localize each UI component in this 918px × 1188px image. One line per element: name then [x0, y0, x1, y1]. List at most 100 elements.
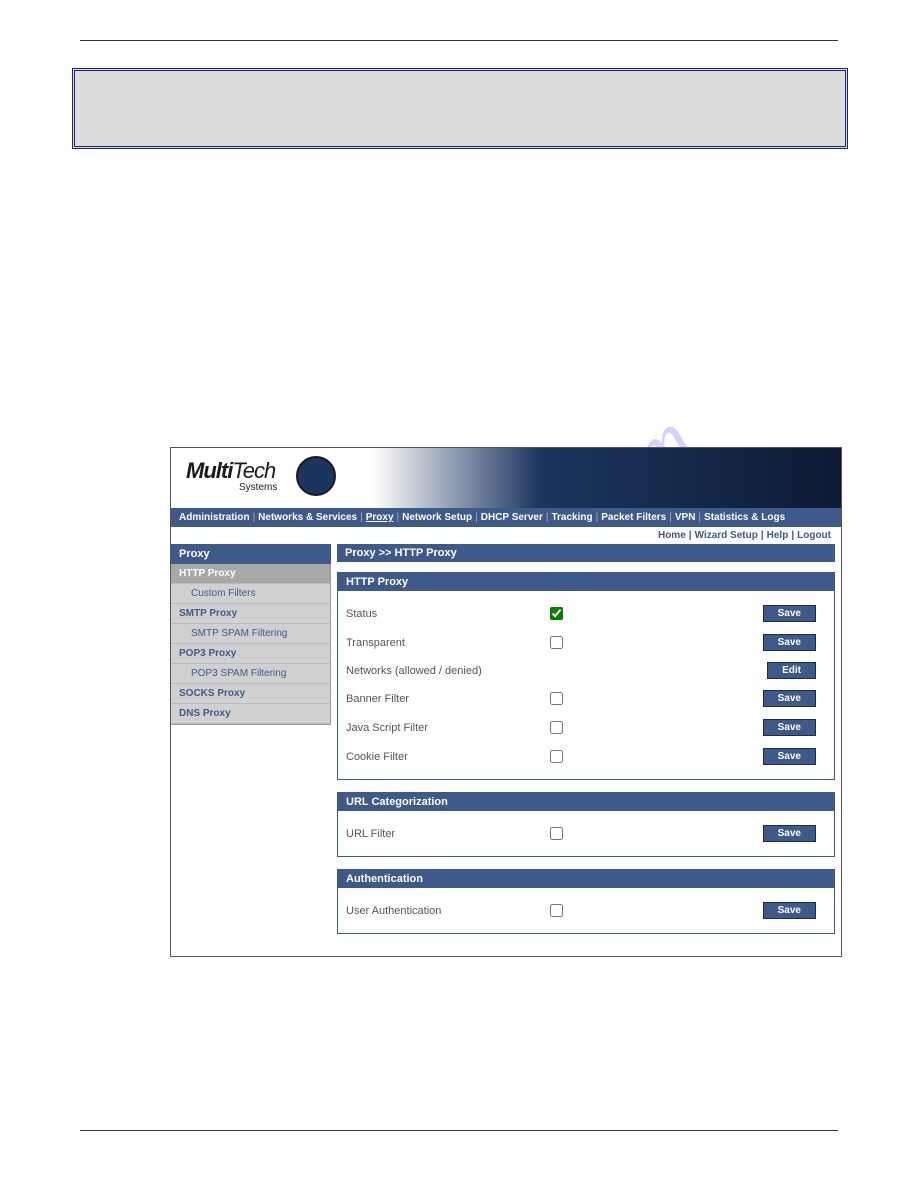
setting-row: URL Filter Save	[346, 819, 826, 848]
subnav-wizard-setup[interactable]: Wizard Setup	[695, 530, 758, 541]
subnav-logout[interactable]: Logout	[797, 530, 831, 541]
nav-tracking[interactable]: Tracking	[551, 512, 592, 523]
checkbox-transparent[interactable]	[550, 636, 563, 649]
app-screenshot: MultiTech Systems Administration|Network…	[170, 447, 842, 957]
nav-networks-services[interactable]: Networks & Services	[258, 512, 357, 523]
nav-separator: |	[397, 512, 400, 523]
save-button[interactable]: Save	[763, 719, 816, 736]
sidebar-item-socks-proxy[interactable]: SOCKS Proxy	[171, 684, 330, 704]
setting-label: Banner Filter	[346, 693, 546, 705]
sidebar-item-http-proxy[interactable]: HTTP Proxy	[171, 564, 330, 584]
setting-action: Save	[666, 634, 826, 651]
sidebar-item-smtp-proxy[interactable]: SMTP Proxy	[171, 604, 330, 624]
main-panel: Proxy >> HTTP Proxy HTTP Proxy Status Save…	[331, 544, 841, 956]
checkbox-cookie-filter[interactable]	[550, 750, 563, 763]
panel-url-categorization: URL Categorization URL Filter Save	[337, 792, 835, 857]
save-button[interactable]: Save	[763, 605, 816, 622]
breadcrumb: Proxy >> HTTP Proxy	[337, 544, 835, 562]
setting-label: Networks (allowed / denied)	[346, 665, 546, 677]
panel-header: URL Categorization	[338, 793, 834, 811]
nav-separator: |	[360, 512, 363, 523]
logo-text: MultiTech	[186, 458, 275, 484]
subnav-separator: |	[689, 530, 692, 541]
setting-row: Transparent Save	[346, 628, 826, 657]
checkbox-banner-filter[interactable]	[550, 692, 563, 705]
nav-separator: |	[475, 512, 478, 523]
checkbox-url-filter[interactable]	[550, 827, 563, 840]
checkbox-java-script-filter[interactable]	[550, 721, 563, 734]
setting-row: Java Script Filter Save	[346, 713, 826, 742]
nav-vpn[interactable]: VPN	[675, 512, 696, 523]
setting-label: Transparent	[346, 637, 546, 649]
subnav-separator: |	[761, 530, 764, 541]
logo-area: MultiTech Systems	[171, 448, 841, 508]
logo-icon	[296, 456, 336, 496]
panel-http-proxy: HTTP Proxy Status Save Transparent Save Netwo…	[337, 572, 835, 780]
setting-row: Networks (allowed / denied) Edit	[346, 657, 826, 684]
subnav-home[interactable]: Home	[658, 530, 686, 541]
nav-statistics-logs[interactable]: Statistics & Logs	[704, 512, 785, 523]
sidebar-item-pop3-spam-filtering[interactable]: POP3 SPAM Filtering	[171, 664, 330, 684]
panel-body: Status Save Transparent Save Networks (allow…	[338, 591, 834, 779]
nav-dhcp-server[interactable]: DHCP Server	[481, 512, 543, 523]
save-button[interactable]: Save	[763, 634, 816, 651]
nav-proxy[interactable]: Proxy	[366, 512, 394, 523]
sidebar-item-custom-filters[interactable]: Custom Filters	[171, 584, 330, 604]
nav-administration[interactable]: Administration	[179, 512, 250, 523]
nav-network-setup[interactable]: Network Setup	[402, 512, 472, 523]
setting-row: Cookie Filter Save	[346, 742, 826, 771]
setting-label: User Authentication	[346, 905, 546, 917]
logo-subtext: Systems	[239, 482, 277, 493]
note-box	[72, 68, 848, 149]
sub-nav: Home|Wizard Setup|Help|Logout	[171, 527, 841, 544]
panel-body: User Authentication Save	[338, 888, 834, 933]
setting-action: Save	[666, 902, 826, 919]
save-button[interactable]: Save	[763, 825, 816, 842]
setting-control	[546, 718, 666, 737]
subnav-help[interactable]: Help	[767, 530, 789, 541]
sidebar-item-pop3-proxy[interactable]: POP3 Proxy	[171, 644, 330, 664]
nav-packet-filters[interactable]: Packet Filters	[601, 512, 666, 523]
nav-separator: |	[669, 512, 672, 523]
sidebar-item-smtp-spam-filtering[interactable]: SMTP SPAM Filtering	[171, 624, 330, 644]
sidebar-item-dns-proxy[interactable]: DNS Proxy	[171, 704, 330, 724]
save-button[interactable]: Save	[763, 690, 816, 707]
panel-header: Authentication	[338, 870, 834, 888]
save-button[interactable]: Save	[763, 748, 816, 765]
panel-header: HTTP Proxy	[338, 573, 834, 591]
nav-separator: |	[253, 512, 256, 523]
setting-label: Status	[346, 608, 546, 620]
setting-action: Save	[666, 719, 826, 736]
setting-control	[546, 604, 666, 623]
main-nav: Administration|Networks & Services|Proxy…	[171, 508, 841, 527]
nav-separator: |	[596, 512, 599, 523]
setting-control	[546, 747, 666, 766]
setting-control	[546, 633, 666, 652]
setting-action: Save	[666, 825, 826, 842]
top-rule	[80, 40, 838, 41]
setting-label: Cookie Filter	[346, 751, 546, 763]
nav-separator: |	[698, 512, 701, 523]
setting-row: User Authentication Save	[346, 896, 826, 925]
setting-action: Edit	[666, 662, 826, 679]
panel-authentication: Authentication User Authentication Save	[337, 869, 835, 934]
setting-control	[546, 824, 666, 843]
setting-action: Save	[666, 605, 826, 622]
setting-action: Save	[666, 690, 826, 707]
setting-action: Save	[666, 748, 826, 765]
subnav-separator: |	[791, 530, 794, 541]
setting-row: Banner Filter Save	[346, 684, 826, 713]
setting-control	[546, 689, 666, 708]
setting-label: URL Filter	[346, 828, 546, 840]
checkbox-status[interactable]	[550, 607, 563, 620]
bottom-rule	[80, 1130, 838, 1131]
save-button[interactable]: Save	[763, 902, 816, 919]
setting-row: Status Save	[346, 599, 826, 628]
checkbox-user-authentication[interactable]	[550, 904, 563, 917]
edit-button[interactable]: Edit	[767, 662, 816, 679]
panel-body: URL Filter Save	[338, 811, 834, 856]
nav-separator: |	[546, 512, 549, 523]
sidebar: Proxy HTTP ProxyCustom FiltersSMTP Proxy…	[171, 544, 331, 725]
setting-control	[546, 901, 666, 920]
setting-label: Java Script Filter	[346, 722, 546, 734]
